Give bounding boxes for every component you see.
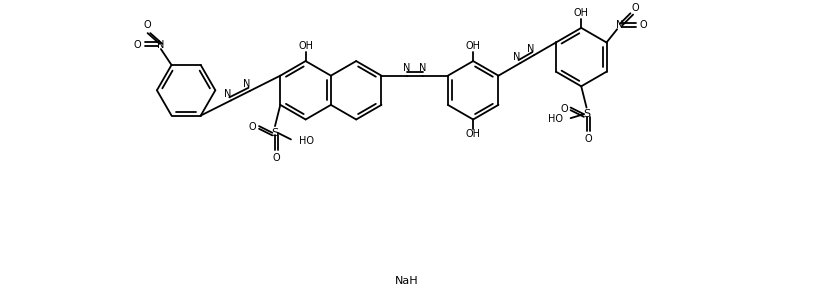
- Text: N: N: [403, 63, 411, 73]
- Text: OH: OH: [574, 8, 589, 18]
- Text: O: O: [133, 40, 141, 50]
- Text: N: N: [616, 20, 624, 30]
- Text: OH: OH: [298, 42, 313, 51]
- Text: HO: HO: [548, 115, 563, 124]
- Text: O: O: [272, 153, 280, 163]
- Text: O: O: [144, 20, 151, 30]
- Text: N: N: [243, 79, 250, 89]
- Text: S: S: [272, 128, 279, 138]
- Text: O: O: [584, 134, 592, 144]
- Text: OH: OH: [466, 129, 480, 139]
- Text: N: N: [157, 40, 164, 50]
- Text: O: O: [632, 3, 640, 13]
- Text: N: N: [224, 89, 232, 99]
- Text: N: N: [419, 63, 426, 73]
- Text: O: O: [640, 20, 647, 30]
- Text: O: O: [560, 104, 567, 114]
- Text: OH: OH: [466, 42, 480, 51]
- Text: O: O: [249, 123, 256, 132]
- Text: S: S: [583, 109, 590, 119]
- Text: N: N: [513, 52, 520, 62]
- Text: HO: HO: [299, 136, 314, 146]
- Text: N: N: [527, 44, 534, 54]
- Text: NaH: NaH: [394, 277, 419, 286]
